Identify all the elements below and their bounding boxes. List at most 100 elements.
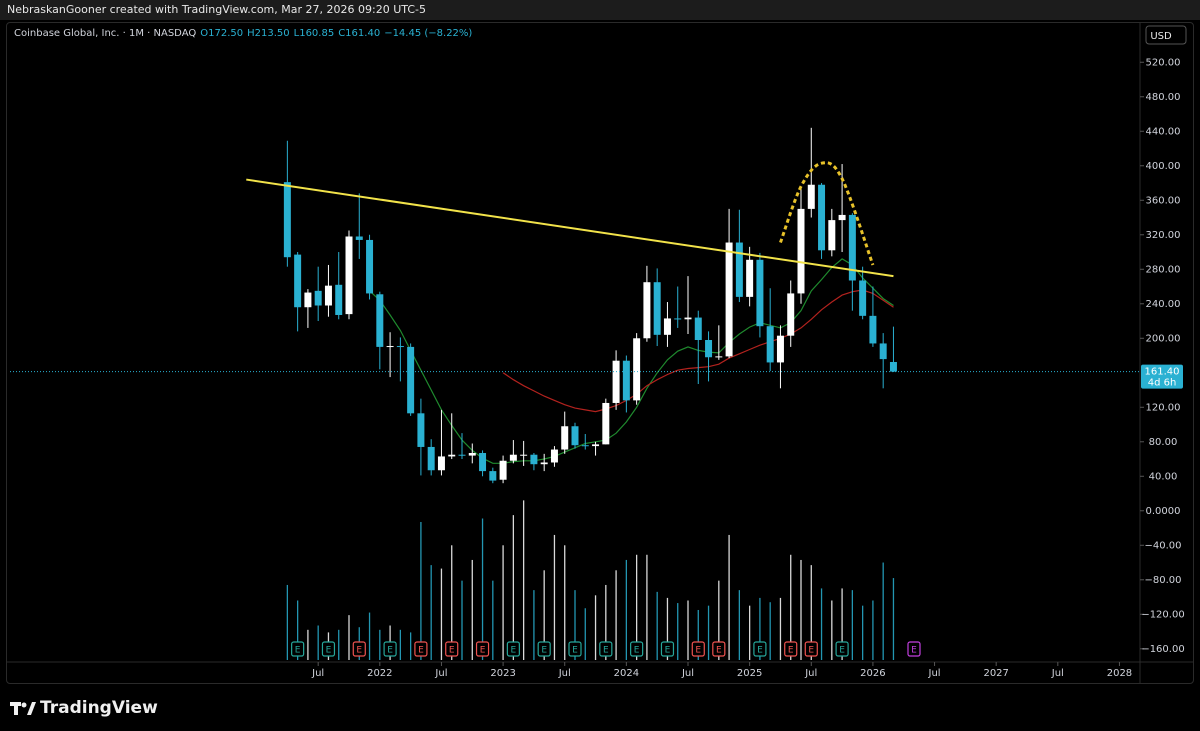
y-tick-label: 80.00 <box>1149 437 1178 448</box>
event-marker <box>712 641 726 657</box>
event-label: E <box>511 646 517 656</box>
candle-body <box>407 346 415 414</box>
event-marker <box>475 641 490 657</box>
y-tick-label: 240.00 <box>1146 299 1181 310</box>
candle-body <box>530 454 538 465</box>
candle-body <box>797 208 805 294</box>
currency-box[interactable] <box>1145 25 1187 45</box>
candle-body <box>520 454 528 456</box>
y-tick-label: 520.00 <box>1146 57 1181 68</box>
event-label: E <box>716 646 722 656</box>
last-price-label: 161.40 <box>1145 367 1180 378</box>
candle-body <box>458 454 466 456</box>
y-tick-label: 480.00 <box>1146 92 1181 103</box>
event-label: E <box>326 646 332 656</box>
y-tick-label: −160.00 <box>1141 644 1184 655</box>
event-label: E <box>387 646 393 656</box>
candle-body <box>643 282 651 339</box>
logo-part <box>21 702 27 708</box>
x-tick-label: Jul <box>434 668 447 679</box>
event-label: E <box>808 646 814 656</box>
moving-average <box>369 258 894 464</box>
x-tick-label: 2027 <box>983 668 1008 679</box>
y-tick-label: 120.00 <box>1146 402 1181 413</box>
candle-body <box>304 292 312 308</box>
candle-body <box>746 259 754 297</box>
candle-body <box>715 356 723 358</box>
event-marker <box>630 641 644 657</box>
x-tick-label: Jul <box>804 668 817 679</box>
legend-open: O172.50 <box>200 28 243 39</box>
event-marker <box>506 641 520 657</box>
y-tick-label: 360.00 <box>1146 195 1181 206</box>
candle-body <box>889 361 897 372</box>
logo-part <box>14 702 18 715</box>
currency[interactable]: USD <box>1150 31 1172 42</box>
candle-body <box>314 290 322 306</box>
event-marker <box>804 641 818 657</box>
candle-body <box>294 254 302 308</box>
y-tick-label: 320.00 <box>1146 230 1181 241</box>
brand-logo <box>10 702 36 715</box>
event-label: E <box>572 646 578 656</box>
credit-bar: NebraskanGooner created with TradingView… <box>0 0 1200 20</box>
candle-body <box>869 315 877 344</box>
candle-body <box>828 220 836 251</box>
candle-body <box>479 452 487 472</box>
y-tick-label: −120.00 <box>1141 609 1184 620</box>
candle-body <box>663 318 671 335</box>
x-tick-label: Jul <box>311 668 324 679</box>
event-label: E <box>449 646 455 656</box>
y-tick-label: 280.00 <box>1146 264 1181 275</box>
event-marker <box>568 641 582 657</box>
candle-body <box>684 317 692 320</box>
x-tick-label: 2024 <box>614 668 639 679</box>
legend-high: H213.50 <box>247 28 290 39</box>
last-price-box <box>1141 364 1183 389</box>
x-tick-label: Jul <box>681 668 694 679</box>
candle-body <box>807 184 815 209</box>
candle-body <box>499 460 507 480</box>
candle-body <box>335 284 343 315</box>
candle-body <box>633 338 641 401</box>
candle-body <box>859 280 867 316</box>
event-label: E <box>295 646 301 656</box>
candle-body <box>540 462 548 465</box>
candle-body <box>622 360 630 401</box>
candle-body <box>735 242 743 297</box>
event-label: E <box>418 646 424 656</box>
candle-body <box>838 214 846 221</box>
candle-body <box>345 236 353 315</box>
candle-body <box>592 444 600 447</box>
x-tick-label: Jul <box>558 668 571 679</box>
candle-body <box>879 343 887 360</box>
candle-body <box>725 242 733 357</box>
event-marker <box>660 641 675 657</box>
chart-frame <box>6 22 1194 684</box>
candle-body <box>561 426 569 450</box>
event-label: E <box>911 646 917 656</box>
legend-change: −14.45 (−8.22%) <box>384 28 472 39</box>
event-marker <box>383 641 397 657</box>
candle-body <box>818 184 826 251</box>
candle-body <box>468 452 476 456</box>
candle-body <box>694 317 702 340</box>
event-marker <box>414 641 428 657</box>
event-label: E <box>695 646 701 656</box>
candle-body <box>756 259 764 327</box>
event-label: E <box>634 646 640 656</box>
y-tick-label: 0.0000 <box>1146 506 1181 517</box>
y-tick-label: 200.00 <box>1146 333 1181 344</box>
candle-body <box>550 449 558 463</box>
candle-body <box>612 360 620 403</box>
credit: NebraskanGooner created with TradingView… <box>7 3 426 16</box>
event-marker <box>291 641 305 657</box>
event-marker <box>537 641 551 657</box>
trend-drawing <box>779 161 875 266</box>
x-tick-label: 2022 <box>367 668 392 679</box>
candle-body <box>283 182 291 258</box>
candle-body <box>366 239 374 294</box>
event-marker <box>599 641 613 657</box>
x-tick-label: 2028 <box>1107 668 1132 679</box>
